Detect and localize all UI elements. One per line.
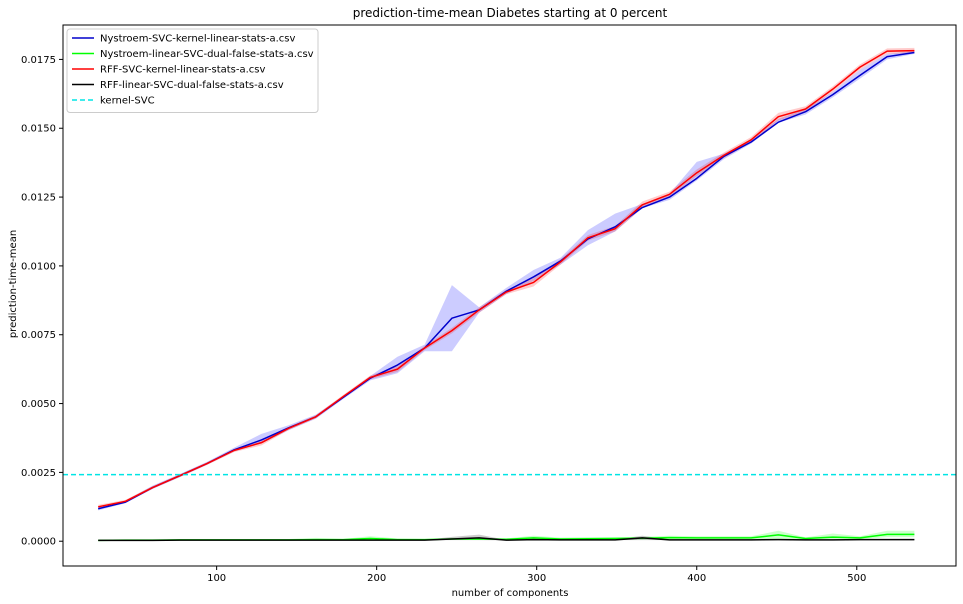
y-axis-ticks: 0.0000 0.0025 0.0050 0.0075 0.0100 0.0125 0.01… [21, 55, 63, 548]
plot-frame [62, 24, 957, 567]
confidence-bands [98, 47, 915, 541]
x-axis-ticks: 100 200 300 400 500 [207, 566, 866, 584]
y-tick-label: 0.0025 [21, 468, 56, 479]
legend-entry: RFF-SVC-kernel-linear-stats-a.csv [100, 65, 266, 76]
legend-entry: RFF-linear-SVC-dual-false-stats-a.csv [100, 80, 284, 91]
x-axis-label: number of components [452, 588, 569, 599]
y-tick-label: 0.0000 [21, 537, 56, 548]
legend-box [66, 28, 319, 113]
y-tick-label: 0.0175 [21, 55, 56, 66]
y-tick-label: 0.0150 [21, 124, 56, 135]
legend: Nystroem-SVC-kernel-linear-stats-a.csv Ny… [66, 28, 319, 113]
chart-title: prediction-time-mean Diabetes starting a… [353, 6, 668, 20]
series-lines [98, 49, 915, 542]
x-tick-label: 400 [687, 573, 706, 584]
band-series-3 [98, 47, 915, 509]
y-tick-label: 0.0075 [21, 330, 56, 341]
x-tick-label: 300 [527, 573, 546, 584]
x-tick-label: 100 [207, 573, 226, 584]
y-tick-label: 0.0125 [21, 193, 56, 204]
line-series-3 [98, 49, 915, 508]
line-series-4 [98, 537, 915, 542]
legend-entry: Nystroem-SVC-kernel-linear-stats-a.csv [100, 34, 295, 45]
x-tick-label: 200 [367, 573, 386, 584]
line-series-1 [98, 51, 915, 510]
legend-entry: kernel-SVC [100, 96, 155, 107]
y-axis-label: prediction-time-mean [8, 230, 19, 338]
y-tick-label: 0.0050 [21, 399, 56, 410]
legend-entry: Nystroem-linear-SVC-dual-false-stats-a.c… [100, 49, 314, 60]
band-series-1 [98, 51, 915, 511]
x-tick-label: 500 [847, 573, 866, 584]
y-tick-label: 0.0100 [21, 261, 56, 272]
